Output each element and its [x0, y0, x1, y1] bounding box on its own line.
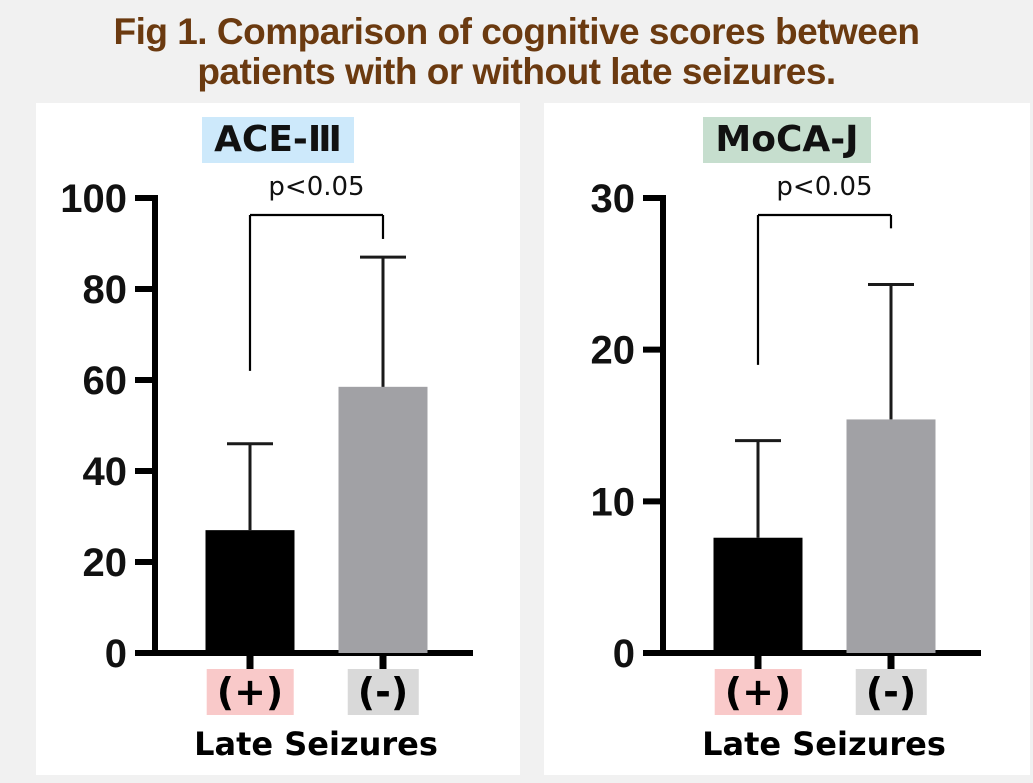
moca-j-title-row: MoCA-J: [544, 117, 1030, 163]
ace-iii-panel: ACE-Ⅲ 0 20 40 60 80 100 p<0.05 (+) (-) Late Se…: [36, 103, 520, 775]
ace-iii-category-row: (+) (-): [36, 669, 520, 715]
y-tick-label: 40: [83, 450, 128, 494]
ace-iii-title-row: ACE-Ⅲ: [36, 117, 520, 163]
p-value-label: p<0.05: [268, 172, 364, 202]
ace-iii-x-axis-label: Late Seizures: [194, 725, 438, 763]
y-tick-label: 30: [591, 177, 636, 221]
y-tick-label: 20: [83, 541, 128, 585]
moca-j-title-chip: MoCA-J: [703, 117, 871, 163]
ace-iii-category-plus: (+): [206, 669, 294, 715]
y-tick-label: 80: [83, 268, 128, 312]
y-tick-label: 0: [613, 632, 635, 675]
moca-j-x-axis-label: Late Seizures: [702, 725, 946, 763]
p-value-label: p<0.05: [776, 172, 872, 202]
ace-iii-bar-chart: 0 20 40 60 80 100 p<0.05: [60, 172, 473, 675]
moca-j-category-plus: (+): [714, 669, 802, 715]
figure-title-line1: Fig 1. Comparison of cognitive scores be…: [113, 11, 920, 52]
figure-title-line2: patients with or without late seizures.: [197, 51, 836, 92]
bar-late-seizure-positive: [205, 530, 295, 653]
figure-title: Fig 1. Comparison of cognitive scores be…: [0, 12, 1033, 92]
bar-late-seizure-negative: [338, 386, 428, 653]
y-tick-label: 100: [60, 177, 127, 221]
y-tick-label: 0: [105, 632, 127, 675]
moca-j-category-minus: (-): [855, 669, 927, 715]
y-tick-label: 10: [591, 480, 636, 524]
moca-j-category-row: (+) (-): [544, 669, 1030, 715]
ace-iii-title-chip: ACE-Ⅲ: [202, 117, 354, 163]
bar-late-seizure-negative: [846, 419, 936, 653]
y-tick-label: 60: [83, 359, 128, 403]
bar-late-seizure-positive: [713, 537, 803, 653]
moca-j-panel: MoCA-J 0 10 20 30 p<0.05 (+) (-) Late Seizur…: [544, 103, 1030, 775]
ace-iii-category-minus: (-): [347, 669, 419, 715]
moca-j-bar-chart: 0 10 20 30 p<0.05: [591, 172, 981, 675]
y-tick-label: 20: [591, 329, 636, 373]
